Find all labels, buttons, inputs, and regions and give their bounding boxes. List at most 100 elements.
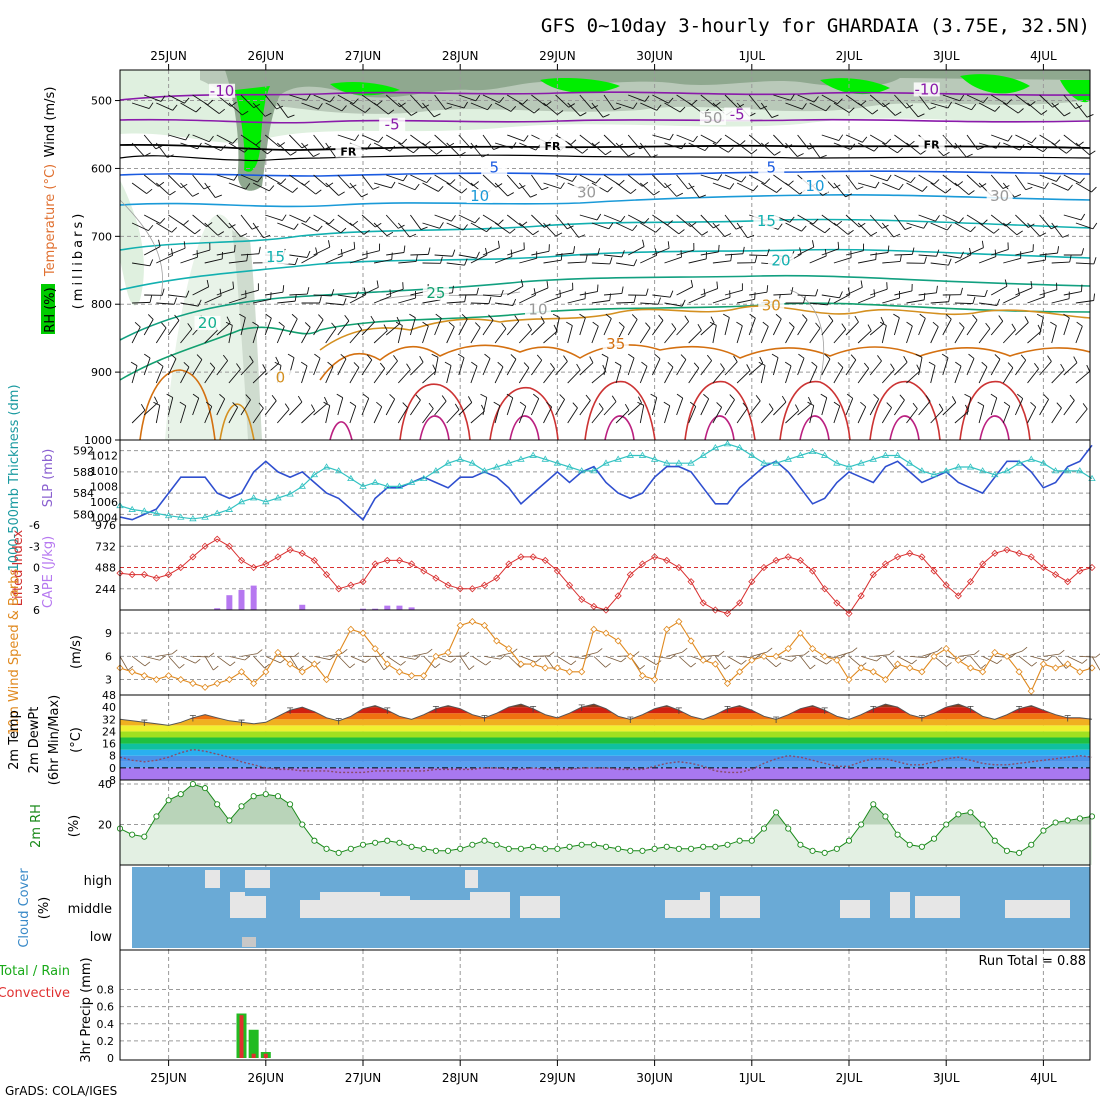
contour-label: FR bbox=[924, 139, 941, 152]
rh2m-point bbox=[166, 798, 171, 803]
wind-barb bbox=[894, 254, 912, 255]
cape-tick-label: 732 bbox=[95, 540, 116, 553]
cloud-middle-block bbox=[700, 892, 710, 918]
contour-label: FR bbox=[545, 140, 562, 153]
cloud-middle-block bbox=[300, 900, 320, 918]
rh2m-point bbox=[239, 804, 244, 809]
cloud-high-block bbox=[465, 870, 478, 888]
rh2m-point bbox=[1017, 850, 1022, 855]
date-label-bottom: 27JUN bbox=[345, 1071, 382, 1085]
wind-barb bbox=[955, 303, 973, 304]
rh2m-point bbox=[421, 846, 426, 851]
contour-label: 10 bbox=[805, 177, 824, 195]
precip-total-label: Total / Rain bbox=[0, 964, 70, 979]
wind10m-barb bbox=[193, 656, 209, 657]
rh2m-point bbox=[810, 848, 815, 853]
upper-temp-label: Temperature (°C) bbox=[43, 164, 58, 277]
rh2m-point bbox=[798, 842, 803, 847]
date-label-top: 28JUN bbox=[442, 49, 479, 63]
wind-barb bbox=[749, 255, 767, 256]
precip-tick-label: 0.4 bbox=[97, 1018, 115, 1031]
wind10m-barb bbox=[533, 656, 549, 657]
rh2m-point bbox=[944, 822, 949, 827]
contour-label: -10 bbox=[915, 80, 940, 98]
date-label-bottom: 4JUL bbox=[1030, 1071, 1057, 1085]
rh2m-point bbox=[725, 842, 730, 847]
cloud-middle-block bbox=[915, 896, 960, 918]
rh2m-point bbox=[130, 832, 135, 837]
cape-bar bbox=[299, 605, 305, 610]
rh2m-point bbox=[288, 802, 293, 807]
rh2m-point bbox=[749, 838, 754, 843]
rh2m-point bbox=[470, 842, 475, 847]
rh2m-point bbox=[786, 826, 791, 831]
wind-barb-flag bbox=[235, 245, 236, 252]
date-label-bottom: 26JUN bbox=[248, 1071, 285, 1085]
rh2m-point bbox=[761, 826, 766, 831]
date-label-top: 25JUN bbox=[150, 49, 187, 63]
wind-barb-flag bbox=[719, 245, 720, 252]
date-label-top: 1JUL bbox=[738, 49, 765, 63]
wind-tick-label: 3 bbox=[105, 674, 112, 687]
cloud-middle-block bbox=[520, 896, 560, 918]
rh2m-point bbox=[360, 842, 365, 847]
cloud-middle-block bbox=[230, 892, 245, 918]
wind-barb bbox=[471, 303, 489, 304]
rh2m-point bbox=[931, 836, 936, 841]
li-tick-label: 6 bbox=[33, 604, 40, 617]
rh2m-point bbox=[579, 842, 584, 847]
contour-label: 50 bbox=[703, 109, 722, 127]
rh2m-point bbox=[652, 846, 657, 851]
cape-bar bbox=[251, 586, 257, 610]
rh2m-point bbox=[1077, 816, 1082, 821]
contour-label: -10 bbox=[210, 82, 235, 100]
cloud-middle-block bbox=[890, 892, 910, 918]
upper-mb-label: (millibars) bbox=[71, 211, 86, 310]
upper-rh-label: RH (%) bbox=[43, 287, 58, 332]
temp2m-unit: (°C) bbox=[69, 727, 84, 753]
date-label-top: 30JUN bbox=[636, 49, 673, 63]
temp-tick-label: 48 bbox=[102, 689, 116, 702]
wind-tick-label: 9 bbox=[105, 627, 112, 640]
temp-tick-label: 24 bbox=[102, 725, 116, 738]
date-label-top: 3JUL bbox=[933, 49, 960, 63]
minmax-label: (6hr Min/Max) bbox=[47, 695, 62, 785]
precip-tick-label: 0.8 bbox=[97, 984, 115, 997]
contour-label: 15 bbox=[266, 248, 285, 266]
li-tick-label: -6 bbox=[29, 519, 40, 532]
rh2m-point bbox=[603, 844, 608, 849]
rh2m-point bbox=[883, 814, 888, 819]
li-tick-label: 0 bbox=[33, 562, 40, 575]
rh2m-point bbox=[251, 794, 256, 799]
rh2m-point bbox=[543, 846, 548, 851]
rh2m-point bbox=[1053, 820, 1058, 825]
rh2m-point bbox=[348, 846, 353, 851]
rh2m-tick-label: 20 bbox=[98, 819, 112, 832]
cape-bar bbox=[396, 606, 402, 610]
rh2m-point bbox=[555, 846, 560, 851]
slp-label: SLP (mb) bbox=[41, 449, 56, 508]
rh2m-point bbox=[640, 848, 645, 853]
rh2m-tick-label: 40 bbox=[98, 778, 112, 791]
wind-barb bbox=[616, 302, 634, 303]
date-label-top: 2JUL bbox=[836, 49, 863, 63]
rh2m-point bbox=[591, 842, 596, 847]
temp-band bbox=[120, 756, 1090, 762]
cape-tick-label: 976 bbox=[95, 519, 116, 532]
rh2m-point bbox=[494, 842, 499, 847]
temp-tick-label: 0 bbox=[109, 762, 116, 775]
cape-label: CAPE (J/kg) bbox=[41, 536, 56, 608]
cloud-middle-block bbox=[840, 900, 870, 918]
precip-tick-label: 0.6 bbox=[97, 1001, 115, 1014]
rh2m-point bbox=[1041, 828, 1046, 833]
rh2m-point bbox=[142, 834, 147, 839]
rh2m-point bbox=[871, 802, 876, 807]
rh2m-point bbox=[968, 810, 973, 815]
rh2m-unit: (%) bbox=[67, 815, 82, 838]
cloud-middle-block bbox=[410, 900, 470, 918]
contour-label: 15 bbox=[757, 212, 776, 230]
pressure-tick-label: 600 bbox=[91, 162, 112, 175]
upper-wind-label: Wind (m/s) bbox=[43, 87, 58, 158]
date-label-bottom: 1JUL bbox=[738, 1071, 765, 1085]
